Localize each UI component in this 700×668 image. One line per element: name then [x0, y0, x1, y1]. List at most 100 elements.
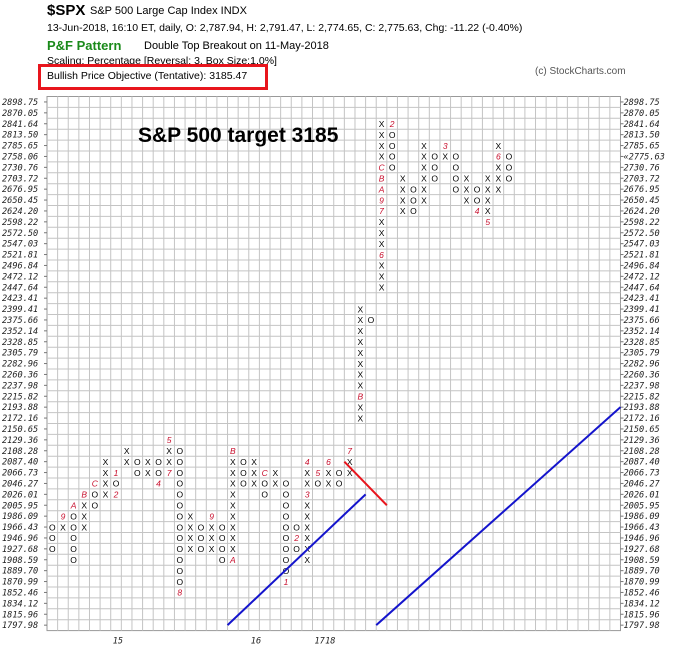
- x-box: X: [230, 457, 236, 467]
- pattern-description: Double Top Breakout on 11-May-2018: [144, 40, 329, 52]
- x-box: X: [326, 479, 332, 489]
- month-marker: 5: [485, 217, 490, 227]
- o-box: O: [176, 566, 183, 576]
- x-box: X: [304, 500, 310, 510]
- x-box: X: [81, 522, 87, 532]
- trendline-line: [375, 406, 622, 626]
- y-tick-label-right: 2282.96: [623, 360, 659, 370]
- x-box: X: [379, 261, 385, 271]
- o-box: O: [261, 479, 268, 489]
- x-box: X: [304, 468, 310, 478]
- copyright: (c) StockCharts.com: [535, 66, 626, 77]
- trendline-line: [226, 493, 367, 626]
- month-marker: B: [81, 490, 87, 500]
- x-box: X: [103, 468, 109, 478]
- x-label: 16: [251, 637, 261, 647]
- o-box: O: [410, 195, 417, 205]
- last-price-label: «2775.63: [623, 152, 664, 162]
- o-box: O: [91, 490, 98, 500]
- y-tick-label-right: 2150.65: [623, 425, 659, 435]
- x-box: X: [304, 522, 310, 532]
- y-tick-label-left: 1946.96: [2, 534, 38, 544]
- month-marker: 3: [443, 141, 448, 151]
- x-box: X: [251, 468, 257, 478]
- y-tick-label-right: 1797.98: [623, 621, 659, 631]
- o-box: O: [283, 511, 290, 521]
- y-tick-label-left: 2813.50: [2, 131, 38, 141]
- x-box: X: [166, 457, 172, 467]
- o-box: O: [155, 457, 162, 467]
- y-tick-label-right: 2328.85: [623, 338, 659, 348]
- y-tick-label-left: 2650.45: [2, 196, 38, 206]
- o-box: O: [155, 468, 162, 478]
- y-tick-label-left: 2676.95: [2, 185, 38, 195]
- x-box: X: [357, 348, 363, 358]
- x-box: X: [464, 195, 470, 205]
- y-tick-label-left: 1797.98: [2, 621, 38, 631]
- month-marker: 2: [389, 119, 395, 129]
- y-tick-label-right: 2260.36: [623, 370, 659, 380]
- month-marker: 6: [326, 457, 331, 467]
- y-tick-label-left: 2785.65: [2, 142, 38, 152]
- x-box: X: [421, 184, 427, 194]
- y-tick-label-left: 1870.99: [2, 578, 38, 588]
- x-box: X: [357, 315, 363, 325]
- x-box: X: [230, 511, 236, 521]
- x-label: 15: [113, 637, 123, 647]
- o-box: O: [219, 533, 226, 543]
- o-box: O: [176, 533, 183, 543]
- y-tick-label-left: 1815.96: [2, 610, 38, 620]
- y-tick-label-right: 2305.79: [623, 349, 659, 359]
- month-marker: 6: [496, 152, 501, 162]
- x-box: X: [272, 468, 278, 478]
- month-marker: 1: [114, 468, 119, 478]
- o-box: O: [240, 457, 247, 467]
- month-marker: 4: [305, 457, 310, 467]
- month-marker: 7: [379, 206, 384, 216]
- x-box: X: [304, 533, 310, 543]
- x-label: 17: [315, 637, 326, 647]
- y-tick-label-left: 2260.36: [2, 370, 38, 380]
- y-tick-label-right: 2215.82: [623, 392, 659, 402]
- y-tick-label-right: 2172.16: [623, 414, 659, 424]
- y-tick-label-right: 1852.46: [623, 588, 659, 598]
- x-box: X: [347, 468, 353, 478]
- y-tick-label-right: 2026.01: [623, 490, 659, 500]
- x-box: X: [421, 173, 427, 183]
- o-box: O: [283, 555, 290, 565]
- month-marker: 2: [293, 533, 299, 543]
- y-tick-label-left: 2870.05: [2, 109, 38, 119]
- y-tick-label-left: 2624.20: [2, 207, 38, 217]
- x-box: X: [421, 141, 427, 151]
- y-tick-label-right: 2352.14: [623, 327, 659, 337]
- x-box: X: [347, 457, 353, 467]
- y-tick-label-left: 1889.70: [2, 567, 38, 577]
- x-box: X: [230, 500, 236, 510]
- o-box: O: [389, 152, 396, 162]
- month-marker: 1: [284, 577, 289, 587]
- o-box: O: [70, 533, 77, 543]
- y-tick-label-left: 1852.46: [2, 588, 38, 598]
- y-tick-label-left: 2237.98: [2, 381, 38, 391]
- o-box: O: [176, 511, 183, 521]
- y-tick-label-right: 1834.12: [623, 599, 659, 609]
- y-tick-label-right: 1908.59: [623, 556, 659, 566]
- x-box: X: [464, 173, 470, 183]
- y-tick-label-left: 2328.85: [2, 338, 38, 348]
- y-tick-label-left: 2399.41: [2, 305, 38, 315]
- x-box: X: [357, 359, 363, 369]
- o-box: O: [314, 479, 321, 489]
- o-box: O: [389, 163, 396, 173]
- o-box: O: [49, 522, 56, 532]
- x-box: X: [496, 163, 502, 173]
- x-box: X: [496, 141, 502, 151]
- x-box: X: [357, 370, 363, 380]
- month-marker: 5: [167, 435, 172, 445]
- x-box: X: [81, 511, 87, 521]
- x-box: X: [304, 479, 310, 489]
- x-box: X: [400, 173, 406, 183]
- y-tick-label-right: 2193.88: [623, 403, 659, 413]
- x-box: X: [304, 555, 310, 565]
- x-box: X: [103, 490, 109, 500]
- x-box: X: [272, 479, 278, 489]
